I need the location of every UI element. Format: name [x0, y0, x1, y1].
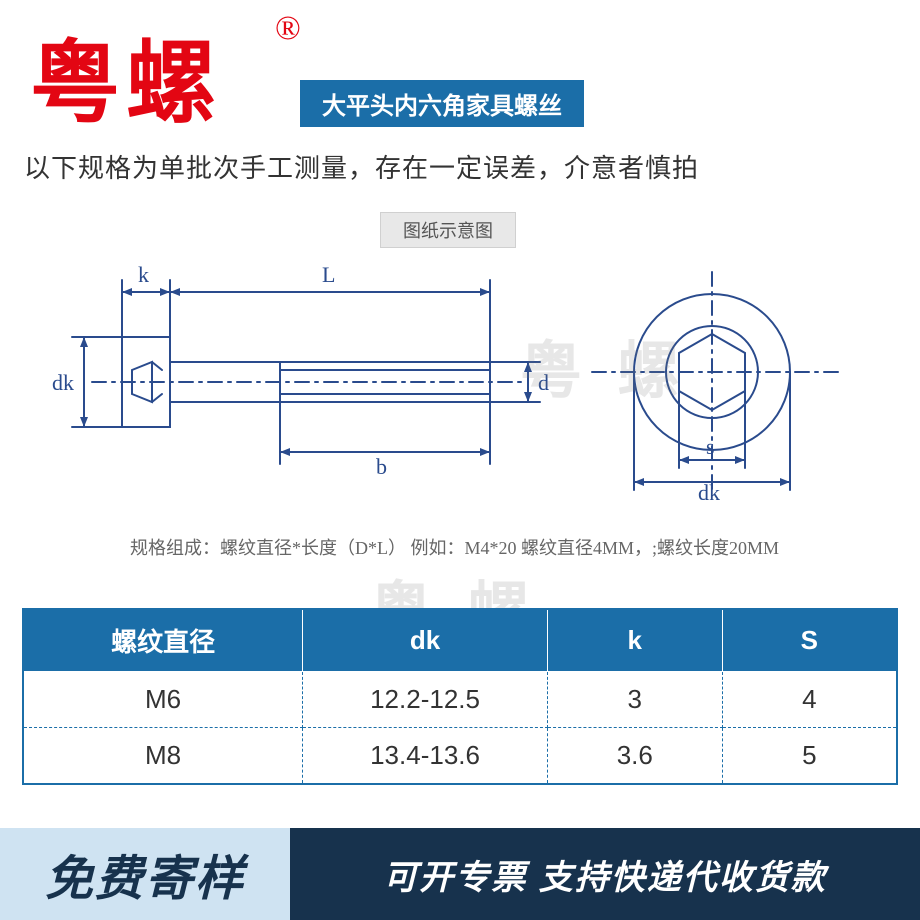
svg-text:dk: dk [698, 480, 720, 502]
title-banner: 大平头内六角家具螺丝 [300, 80, 584, 127]
svg-text:L: L [322, 262, 335, 287]
footer-right: 可开专票 支持快递代收货款 [290, 828, 920, 920]
diagram-caption: 图纸示意图 [380, 212, 516, 248]
disclaimer-text: 以下规格为单批次手工测量，存在一定误差，介意者慎拍 [24, 148, 699, 185]
spec-note: 规格组成：螺纹直径*长度（D*L） 例如：M4*20 螺纹直径4MM，;螺纹长度… [130, 534, 779, 560]
registered-mark: ® [275, 10, 307, 48]
brand-logo: 粤螺® [30, 10, 222, 140]
spec-table: 螺纹直径 dk k S M612.2-12.534 M813.4-13.63.6… [22, 608, 898, 785]
svg-text:k: k [138, 262, 149, 287]
th-k: k [547, 609, 722, 672]
th-s: S [722, 609, 897, 672]
th-diameter: 螺纹直径 [23, 609, 303, 672]
screw-diagram: k L dk d b s dk [52, 262, 872, 502]
footer: 免费寄样 可开专票 支持快递代收货款 [0, 828, 920, 920]
svg-text:dk: dk [52, 370, 74, 395]
th-dk: dk [303, 609, 548, 672]
table-row: M612.2-12.534 [23, 672, 897, 728]
svg-text:s: s [706, 434, 715, 459]
svg-text:d: d [538, 370, 549, 395]
table-row: M813.4-13.63.65 [23, 728, 897, 785]
svg-text:b: b [376, 454, 387, 479]
footer-left: 免费寄样 [0, 828, 290, 920]
